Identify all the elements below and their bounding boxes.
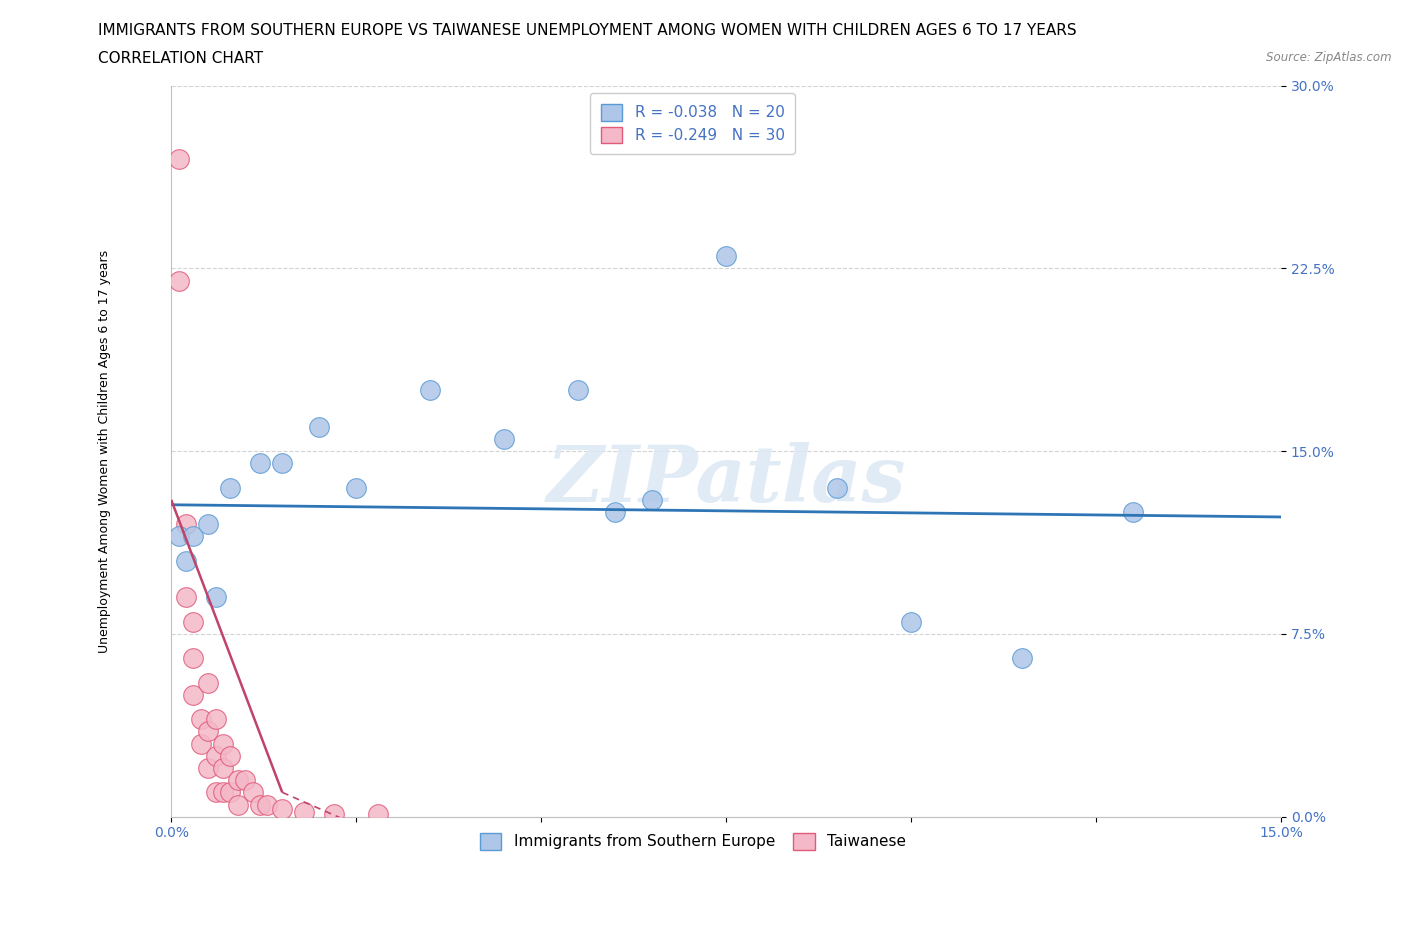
- Text: CORRELATION CHART: CORRELATION CHART: [98, 51, 263, 66]
- Point: [219, 749, 242, 764]
- Text: Source: ZipAtlas.com: Source: ZipAtlas.com: [1267, 51, 1392, 64]
- Point: [167, 529, 190, 544]
- Point: [308, 419, 330, 434]
- Point: [494, 432, 516, 446]
- Point: [204, 590, 226, 604]
- Point: [204, 749, 226, 764]
- Point: [419, 383, 441, 398]
- Point: [242, 785, 264, 800]
- Point: [219, 480, 242, 495]
- Point: [190, 737, 212, 751]
- Text: Unemployment Among Women with Children Ages 6 to 17 years: Unemployment Among Women with Children A…: [98, 249, 111, 653]
- Point: [605, 505, 627, 520]
- Point: [174, 517, 197, 532]
- Point: [226, 797, 249, 812]
- Point: [233, 773, 256, 788]
- Point: [256, 797, 278, 812]
- Text: ZIPatlas: ZIPatlas: [547, 442, 905, 519]
- Point: [212, 785, 235, 800]
- Point: [825, 480, 848, 495]
- Point: [344, 480, 367, 495]
- Point: [641, 493, 664, 508]
- Point: [183, 651, 205, 666]
- Point: [567, 383, 589, 398]
- Point: [212, 737, 235, 751]
- Point: [204, 711, 226, 726]
- Point: [900, 615, 922, 630]
- Point: [323, 807, 346, 822]
- Point: [183, 687, 205, 702]
- Point: [226, 773, 249, 788]
- Point: [1122, 505, 1144, 520]
- Point: [716, 248, 738, 263]
- Point: [167, 273, 190, 288]
- Point: [190, 711, 212, 726]
- Point: [197, 724, 219, 738]
- Point: [197, 761, 219, 776]
- Point: [271, 802, 294, 817]
- Point: [183, 529, 205, 544]
- Point: [212, 761, 235, 776]
- Point: [197, 517, 219, 532]
- Point: [174, 590, 197, 604]
- Point: [367, 807, 389, 822]
- Point: [294, 804, 316, 819]
- Point: [197, 675, 219, 690]
- Point: [271, 456, 294, 471]
- Point: [249, 456, 271, 471]
- Legend: Immigrants from Southern Europe, Taiwanese: Immigrants from Southern Europe, Taiwane…: [470, 822, 917, 860]
- Point: [167, 152, 190, 166]
- Text: IMMIGRANTS FROM SOUTHERN EUROPE VS TAIWANESE UNEMPLOYMENT AMONG WOMEN WITH CHILD: IMMIGRANTS FROM SOUTHERN EUROPE VS TAIWA…: [98, 23, 1077, 38]
- Point: [204, 785, 226, 800]
- Point: [174, 553, 197, 568]
- Point: [183, 615, 205, 630]
- Point: [1011, 651, 1033, 666]
- Point: [219, 785, 242, 800]
- Point: [249, 797, 271, 812]
